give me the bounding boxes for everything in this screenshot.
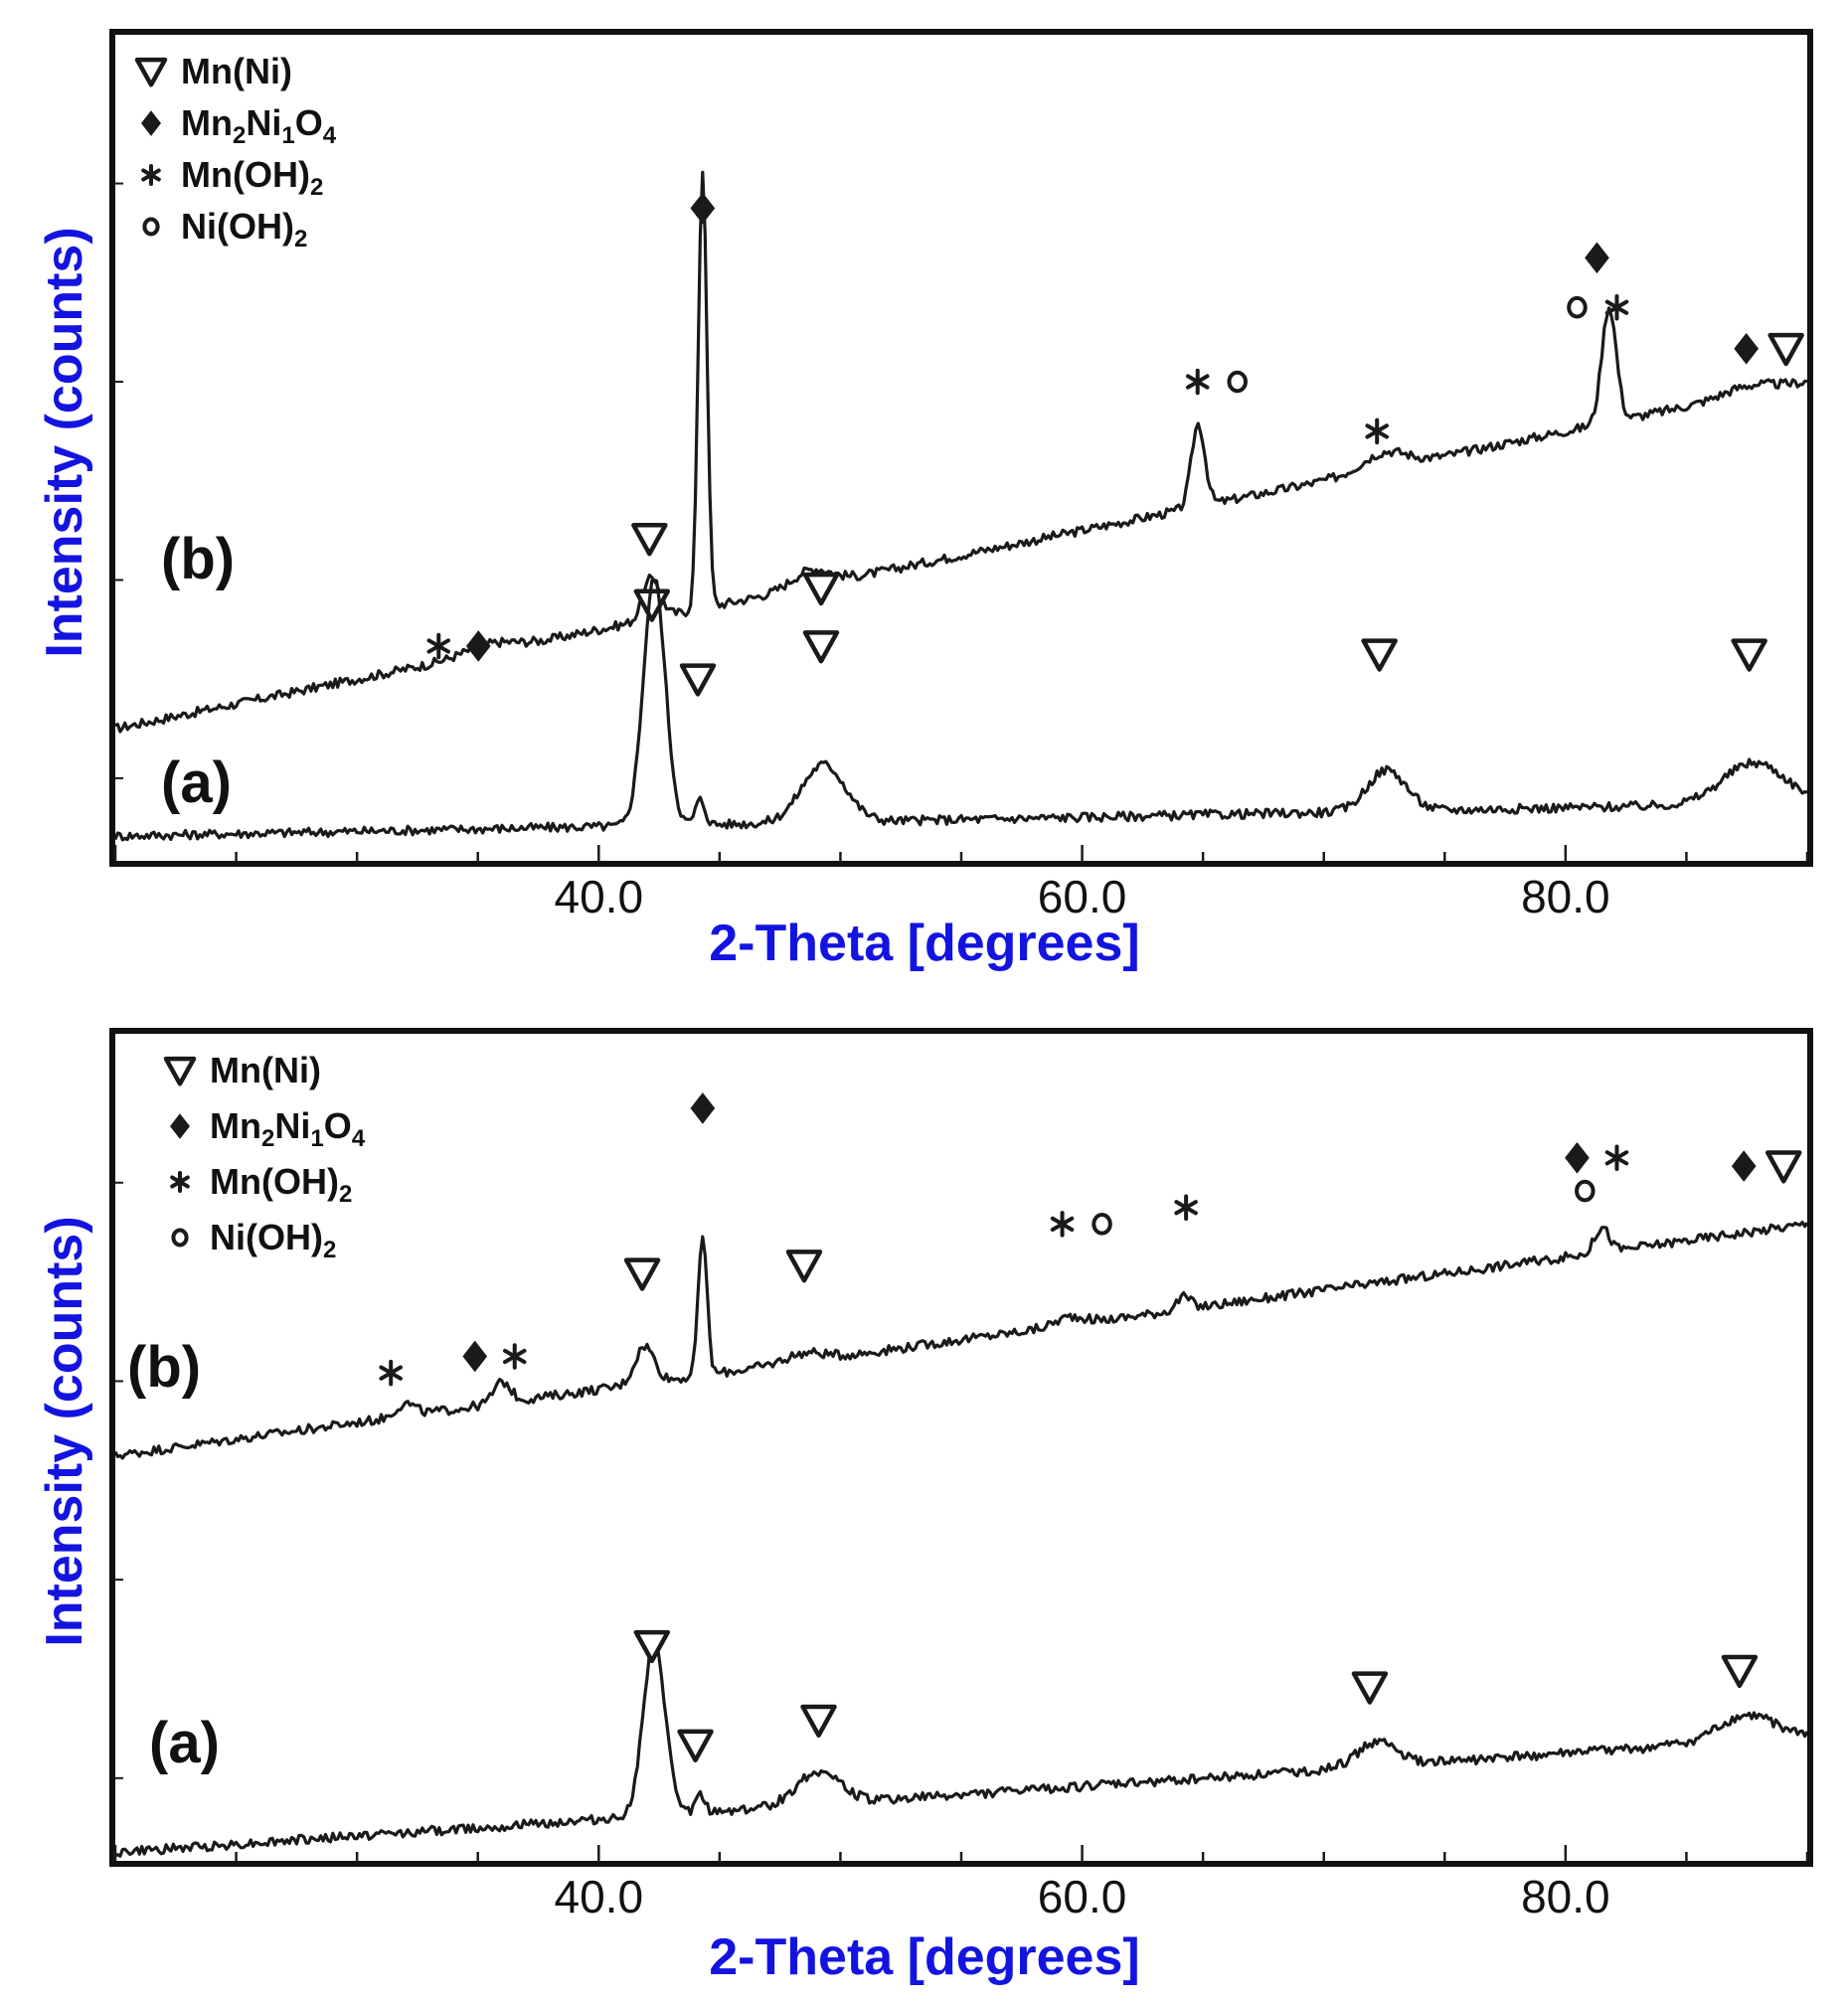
bottom-peak-marker-circle-icon: [1575, 1179, 1596, 1203]
bottom-frame: [109, 1028, 1813, 1867]
top-label-a: (a): [161, 751, 232, 815]
top-panel: Intensity (counts) Mn(Ni) Mn2Ni1O4 Mn(OH)2…: [36, 29, 1813, 972]
top-peak-marker-asterisk-icon: [426, 632, 451, 660]
bottom-x-ticks: 40.0 60.0 80.0: [113, 1845, 1809, 1922]
top-peak-marker-circle-icon: [1227, 370, 1248, 394]
bottom-peak-marker-asterisk-icon: [1604, 1144, 1629, 1172]
top-legend-label: Mn(Ni): [181, 51, 292, 91]
top-legend: Mn(Ni) Mn2Ni1O4 Mn(OH)2 Ni(OH)2: [134, 51, 337, 252]
bottom-label-a: (a): [149, 1711, 220, 1775]
bottom-panel: Intensity (counts) Mn(Ni) Mn2Ni1O4 Mn(OH)2…: [36, 1028, 1813, 1986]
bottom-trace-b: [113, 1221, 1809, 1460]
bottom-peak-marker-triangle-icon: [1721, 1654, 1759, 1689]
bottom-peak-marker-circle-icon: [1092, 1213, 1112, 1236]
bottom-x-tick-label: 60.0: [1038, 1871, 1127, 1922]
top-peak-marker-triangle-icon: [1767, 332, 1804, 367]
bottom-x-axis-title: 2-Theta [degrees]: [709, 1928, 1139, 1986]
bottom-peak-marker-triangle-icon: [623, 1257, 661, 1291]
bottom-peak-marker-diamond-icon: [462, 1340, 488, 1373]
bottom-x-tick-label: 80.0: [1521, 1871, 1610, 1922]
top-peak-marker-diamond-icon: [1585, 242, 1609, 274]
top-trace-a: [113, 579, 1808, 842]
bottom-peak-marker-asterisk-icon: [379, 1359, 403, 1387]
top-legend-triangle-icon: [134, 57, 168, 87]
bottom-peak-marker-triangle-icon: [800, 1704, 837, 1739]
top-peak-marker-triangle-icon: [1731, 638, 1767, 672]
bottom-peak-marker-triangle-icon: [785, 1250, 823, 1283]
top-label-b: (b): [161, 527, 235, 591]
top-legend-label: Mn2Ni1O4: [181, 102, 337, 149]
top-peak-marker-triangle-icon: [633, 588, 671, 622]
top-x-tick-label: 80.0: [1521, 871, 1610, 922]
bottom-y-axis-title: Intensity (counts): [36, 1216, 93, 1646]
top-legend-diamond-icon: [141, 110, 161, 136]
top-legend-circle-icon: [142, 217, 160, 237]
bottom-trace-a: [114, 1638, 1809, 1858]
bottom-peak-marker-asterisk-icon: [502, 1343, 527, 1370]
bottom-legend-diamond-icon: [170, 1113, 190, 1139]
bottom-legend-label: Mn(Ni): [210, 1050, 321, 1090]
top-peak-marker-asterisk-icon: [1604, 293, 1629, 321]
top-peak-marker-triangle-icon: [802, 572, 840, 606]
bottom-peak-marker-diamond-icon: [1731, 1150, 1757, 1182]
bottom-peak-marker-asterisk-icon: [1174, 1194, 1198, 1221]
bottom-peak-marker-triangle-icon: [633, 1629, 671, 1664]
top-x-ticks: 40.0 60.0 80.0: [113, 845, 1809, 922]
top-peak-marker-asterisk-icon: [1365, 417, 1389, 445]
top-peak-marker-asterisk-icon: [1185, 368, 1210, 396]
bottom-label-b: (b): [127, 1335, 201, 1400]
bottom-legend: Mn(Ni) Mn2Ni1O4 Mn(OH)2 Ni(OH)2: [163, 1050, 366, 1263]
top-legend-label: Mn(OH)2: [181, 154, 323, 201]
bottom-legend-asterisk-icon: [170, 1171, 190, 1193]
top-plot-area: [113, 170, 1808, 842]
top-peak-marker-circle-icon: [1567, 295, 1588, 319]
top-x-axis-title: 2-Theta [degrees]: [709, 915, 1139, 972]
bottom-peak-marker-asterisk-icon: [1050, 1211, 1075, 1238]
bottom-plot-area: [113, 1092, 1809, 1858]
bottom-peak-marker-diamond-icon: [690, 1092, 716, 1124]
top-x-tick-label: 60.0: [1038, 871, 1127, 922]
top-y-axis-title: Intensity (counts): [36, 227, 93, 657]
top-legend-label: Ni(OH)2: [181, 206, 307, 252]
top-peak-marker-diamond-icon: [690, 192, 716, 225]
bottom-x-tick-label: 40.0: [555, 1871, 644, 1922]
top-peak-marker-triangle-icon: [802, 630, 840, 664]
top-x-tick-label: 40.0: [555, 871, 644, 922]
bottom-legend-triangle-icon: [163, 1056, 197, 1086]
top-peak-marker-triangle-icon: [631, 523, 668, 557]
bottom-peak-marker-triangle-icon: [1351, 1671, 1389, 1705]
top-peak-marker-triangle-icon: [1361, 638, 1398, 672]
bottom-legend-label: Mn2Ni1O4: [210, 1105, 366, 1152]
top-peak-marker-triangle-icon: [679, 663, 717, 697]
bottom-peak-marker-triangle-icon: [1764, 1150, 1802, 1184]
bottom-peak-marker-diamond-icon: [1565, 1141, 1590, 1174]
top-peak-marker-diamond-icon: [1734, 332, 1760, 365]
bottom-legend-circle-icon: [171, 1228, 189, 1248]
top-legend-asterisk-icon: [141, 164, 161, 186]
bottom-legend-label: Mn(OH)2: [210, 1161, 352, 1208]
bottom-legend-label: Ni(OH)2: [210, 1217, 336, 1263]
top-frame: [109, 29, 1813, 867]
top-trace-b: [114, 170, 1808, 734]
top-peak-marker-diamond-icon: [465, 630, 491, 662]
bottom-peak-marker-triangle-icon: [677, 1729, 714, 1762]
